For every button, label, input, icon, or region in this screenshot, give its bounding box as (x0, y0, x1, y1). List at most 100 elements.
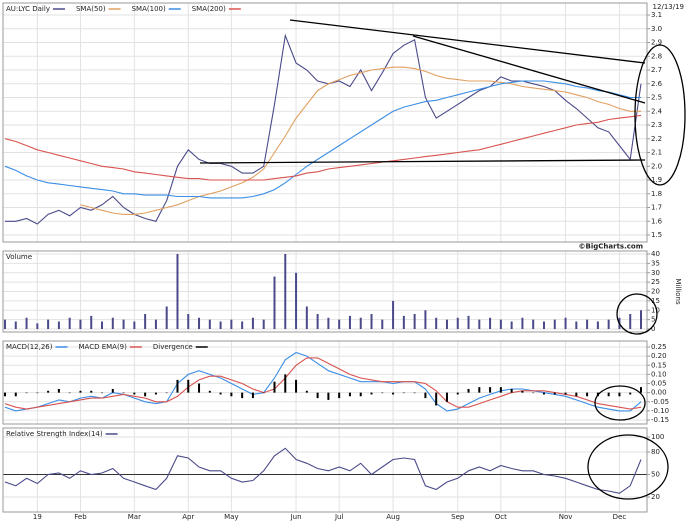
volume-bar (327, 317, 330, 329)
volume-bar (208, 319, 211, 329)
legend-label: Divergence (153, 343, 193, 351)
trend-line (412, 35, 646, 104)
divergence-bar (176, 379, 179, 393)
volume-bar (510, 321, 513, 329)
series-line (4, 114, 642, 181)
volume-bar (133, 321, 136, 329)
y-tick-label: 2.7 (651, 66, 662, 74)
series-line (80, 66, 641, 215)
y-tick-label: 5 (651, 316, 655, 324)
y-tick-label: 50 (651, 471, 660, 479)
volume-bar (101, 321, 104, 329)
divergence-bar (144, 392, 147, 397)
divergence-bar (338, 392, 341, 399)
divergence-bar (553, 392, 556, 395)
legend-label: Relative Strength Index(14) (6, 430, 103, 438)
volume-bar (305, 306, 308, 329)
volume-bar (25, 317, 28, 329)
divergence-bar (327, 392, 330, 400)
x-tick-label: Apr (182, 513, 194, 521)
divergence-bar (348, 392, 351, 397)
volume-bar (36, 323, 39, 329)
volume-bar (68, 317, 71, 329)
divergence-bar (68, 392, 71, 394)
divergence-bar (198, 383, 201, 393)
divergence-bar (25, 392, 28, 394)
divergence-bar (586, 392, 589, 397)
volume-bar (499, 319, 502, 329)
legend-label: AU:LYC Daily (6, 5, 50, 13)
divergence-bar (499, 387, 502, 393)
volume-bar (338, 319, 341, 329)
highlight-circle (594, 385, 646, 421)
volume-bar (553, 319, 556, 329)
y-tick-label: 2.2 (651, 135, 662, 143)
divergence-bar (510, 388, 513, 393)
volume-bar (154, 319, 157, 329)
y-tick-label: 2.8 (651, 52, 662, 60)
divergence-bar (79, 390, 82, 393)
highlight-circle (634, 44, 686, 186)
volume-bar (14, 321, 17, 329)
highlight-circle (616, 293, 658, 335)
divergence-bar (478, 387, 481, 393)
x-tick-label: Feb (74, 513, 87, 521)
divergence-bar (165, 392, 168, 394)
volume-bar (392, 300, 395, 329)
divergence-bar (413, 392, 416, 394)
divergence-bar (575, 392, 578, 397)
volume-bar (413, 314, 416, 329)
divergence-bar (241, 392, 244, 399)
panel-frame (2, 340, 648, 425)
volume-bar (629, 314, 632, 329)
volume-bar (381, 319, 384, 329)
divergence-bar (230, 392, 233, 397)
series-line (5, 33, 642, 225)
divergence-bar (47, 390, 50, 393)
x-tick-label: Oct (495, 513, 507, 521)
volume-bar (57, 321, 60, 329)
divergence-bar (57, 388, 60, 393)
x-tick-label: Nov (559, 513, 573, 521)
divergence-bar (122, 392, 125, 394)
volume-bar (467, 315, 470, 329)
divergence-bar (273, 381, 276, 393)
highlight-circle (587, 434, 669, 500)
divergence-bar (359, 392, 362, 397)
panel-frame (2, 2, 648, 243)
panel-frame (2, 250, 648, 333)
legend-label: SMA(50) (76, 5, 106, 13)
divergence-bar (36, 392, 39, 394)
volume-bar (47, 319, 50, 329)
legend-label: MACD EMA(9) (78, 343, 127, 351)
divergence-bar (219, 392, 222, 395)
annotations (199, 19, 686, 500)
y-tick-label: 2.4 (651, 107, 663, 115)
x-tick-label: Jul (334, 513, 344, 521)
volume-bar (359, 317, 362, 329)
y-tick-label: 1.8 (651, 190, 662, 198)
divergence-bar (305, 390, 308, 393)
volume-bar (445, 319, 448, 329)
volume-bar (521, 317, 524, 329)
divergence-bar (90, 390, 93, 393)
y-tick-label: 15 (651, 297, 660, 305)
volume-bar (90, 315, 93, 329)
divergence-bar (402, 392, 405, 394)
volume-bar (230, 319, 233, 329)
divergence-bar (284, 374, 287, 393)
divergence-bar (392, 392, 395, 395)
volume-bar (295, 272, 298, 329)
y-tick-label: 3.0 (651, 25, 662, 33)
y-tick-label: 20 (651, 288, 660, 296)
legend-label: SMA(200) (192, 5, 226, 13)
volume-bar (370, 314, 373, 329)
y-tick-label: 10 (651, 306, 660, 314)
volume-bar (251, 317, 254, 329)
volume-bar (640, 310, 642, 329)
x-tick-label: Aug (386, 513, 400, 521)
y-tick-label: 1.6 (651, 217, 663, 225)
volume-bar (198, 317, 201, 329)
divergence-bar (618, 392, 621, 397)
